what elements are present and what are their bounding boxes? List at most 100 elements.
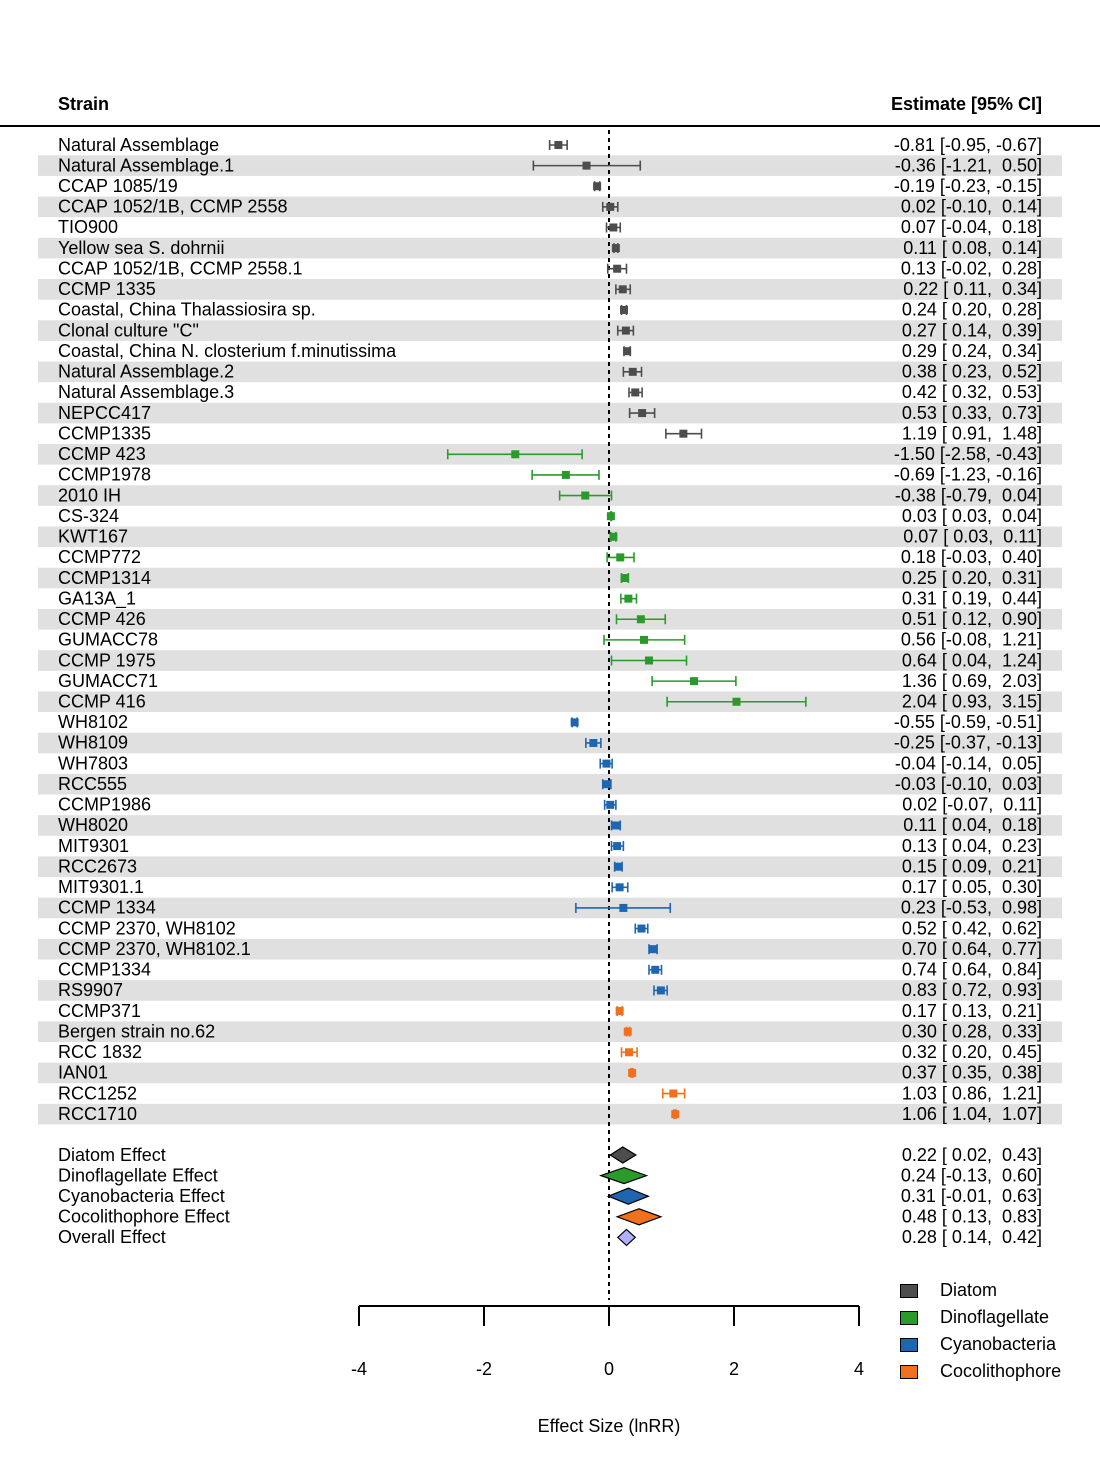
row-estimate-text: 0.11 [ 0.08, 0.14] — [903, 238, 1042, 258]
row-label: Natural Assemblage.1 — [58, 155, 234, 175]
point-estimate — [637, 924, 646, 933]
row-label: NEPCC417 — [58, 403, 151, 423]
legend-item-cyanobacteria: Cyanobacteria — [900, 1331, 1061, 1358]
row-estimate-text: 0.07 [ 0.03, 0.11] — [903, 527, 1042, 547]
point-estimate — [570, 718, 579, 727]
row-label: Natural Assemblage — [58, 135, 219, 155]
row-estimate-text: 1.03 [ 0.86, 1.21] — [902, 1083, 1042, 1103]
point-estimate — [636, 615, 645, 624]
summary-label: Cocolithophore Effect — [58, 1207, 230, 1227]
row-label: CCMP 1975 — [58, 650, 156, 670]
row-stripe — [38, 815, 1062, 836]
point-estimate — [628, 367, 637, 376]
row-estimate-text: 0.07 [-0.04, 0.18] — [901, 217, 1042, 237]
point-estimate — [625, 1048, 633, 1057]
row-estimate-text: 0.53 [ 0.33, 0.73] — [902, 403, 1042, 423]
row-label: WH8020 — [58, 815, 128, 835]
row-estimate-text: -0.81 [-0.95, -0.67] — [894, 135, 1042, 155]
row-label: Coastal, China N. closterium f.minutissi… — [58, 341, 397, 361]
row-estimate-text: 0.38 [ 0.23, 0.52] — [902, 362, 1042, 382]
row-label: MIT9301.1 — [58, 877, 144, 897]
row-estimate-text: 0.83 [ 0.72, 0.93] — [902, 980, 1042, 1000]
point-estimate — [606, 800, 615, 809]
row-estimate-text: -0.19 [-0.23, -0.15] — [894, 176, 1042, 196]
row-estimate-text: -0.55 [-0.59, -0.51] — [894, 712, 1042, 732]
point-estimate — [645, 656, 653, 665]
point-estimate — [679, 429, 688, 438]
point-estimate — [603, 780, 612, 789]
row-estimate-text: 0.70 [ 0.64, 0.77] — [902, 939, 1042, 959]
point-estimate — [620, 305, 628, 314]
row-estimate-text: 0.13 [ 0.04, 0.23] — [902, 836, 1042, 856]
legend-label: Dinoflagellate — [940, 1307, 1050, 1327]
row-stripe — [38, 732, 1062, 754]
summary-diamond — [609, 1146, 638, 1164]
row-label: CCMP 2370, WH8102 — [58, 918, 236, 938]
row-estimate-text: 1.19 [ 0.91, 1.48] — [902, 423, 1042, 443]
row-estimate-text: 0.03 [ 0.03, 0.04] — [902, 506, 1042, 526]
row-stripe — [38, 279, 1062, 300]
point-estimate — [609, 532, 618, 541]
legend-swatch-dinoflagellate — [900, 1310, 918, 1325]
row-label: GUMACC71 — [58, 671, 158, 691]
row-label: Bergen strain no.62 — [58, 1021, 215, 1041]
summary-label: Cyanobacteria Effect — [58, 1186, 225, 1206]
point-estimate — [623, 1027, 632, 1036]
row-stripe — [38, 856, 1062, 878]
point-estimate — [628, 1068, 637, 1077]
legend-label: Diatom — [940, 1280, 998, 1300]
row-label: CCMP1978 — [58, 465, 151, 485]
point-estimate — [618, 285, 627, 294]
row-stripe — [38, 485, 1062, 506]
row-stripe — [38, 567, 1062, 589]
row-stripe — [38, 1062, 1062, 1084]
point-estimate — [613, 842, 622, 851]
row-estimate-text: 0.27 [ 0.14, 0.39] — [902, 320, 1042, 340]
row-estimate-text: -0.38 [-0.79, 0.04] — [895, 485, 1042, 505]
point-estimate — [554, 141, 563, 149]
row-label: CCMP1314 — [58, 568, 151, 588]
row-label: WH8109 — [58, 733, 128, 753]
summary-label: Overall Effect — [58, 1227, 166, 1247]
row-stripe — [38, 897, 1062, 919]
legend-swatch-cyanobacteria — [900, 1337, 918, 1352]
row-stripe — [38, 402, 1062, 424]
legend-item-diatom: Diatom — [900, 1277, 1061, 1304]
x-tick-label: 2 — [729, 1359, 739, 1379]
point-estimate — [614, 862, 623, 871]
point-estimate — [602, 759, 611, 768]
row-estimate-text: 0.22 [ 0.11, 0.34] — [903, 279, 1042, 299]
row-stripe — [38, 1021, 1062, 1042]
point-estimate — [613, 264, 622, 273]
summary-label: Diatom Effect — [58, 1145, 166, 1165]
point-estimate — [638, 409, 647, 418]
row-label: WH8102 — [58, 712, 128, 732]
point-estimate — [732, 697, 741, 706]
row-estimate-text: 0.51 [ 0.12, 0.90] — [902, 609, 1042, 629]
row-label: CCAP 1052/1B, CCMP 2558 — [58, 197, 287, 217]
row-label: CCAP 1085/19 — [58, 176, 178, 196]
row-label: CS-324 — [58, 506, 119, 526]
point-estimate — [623, 347, 632, 356]
x-tick-label: 4 — [854, 1359, 864, 1379]
row-estimate-text: 0.74 [ 0.64, 0.84] — [902, 960, 1042, 980]
point-estimate — [669, 1089, 678, 1098]
point-estimate — [615, 1007, 624, 1016]
point-estimate — [620, 574, 629, 583]
row-label: CCAP 1052/1B, CCMP 2558.1 — [58, 258, 302, 278]
row-estimate-text: 0.56 [-0.08, 1.21] — [901, 630, 1042, 650]
legend-label: Cyanobacteria — [940, 1334, 1057, 1354]
row-stripe — [38, 526, 1062, 548]
row-label: CCMP 426 — [58, 609, 146, 629]
row-label: RCC1710 — [58, 1104, 137, 1124]
point-estimate — [615, 883, 624, 892]
x-tick-label: 0 — [604, 1359, 614, 1379]
point-estimate — [656, 986, 665, 995]
row-label: RCC555 — [58, 774, 127, 794]
row-estimate-text: 0.18 [-0.03, 0.40] — [901, 547, 1042, 567]
row-label: CCMP 1335 — [58, 279, 156, 299]
point-estimate — [611, 821, 620, 830]
row-label: Yellow sea S. dohrnii — [58, 238, 224, 258]
row-estimate-text: 0.17 [ 0.05, 0.30] — [902, 877, 1042, 897]
row-label: RS9907 — [58, 980, 123, 1000]
